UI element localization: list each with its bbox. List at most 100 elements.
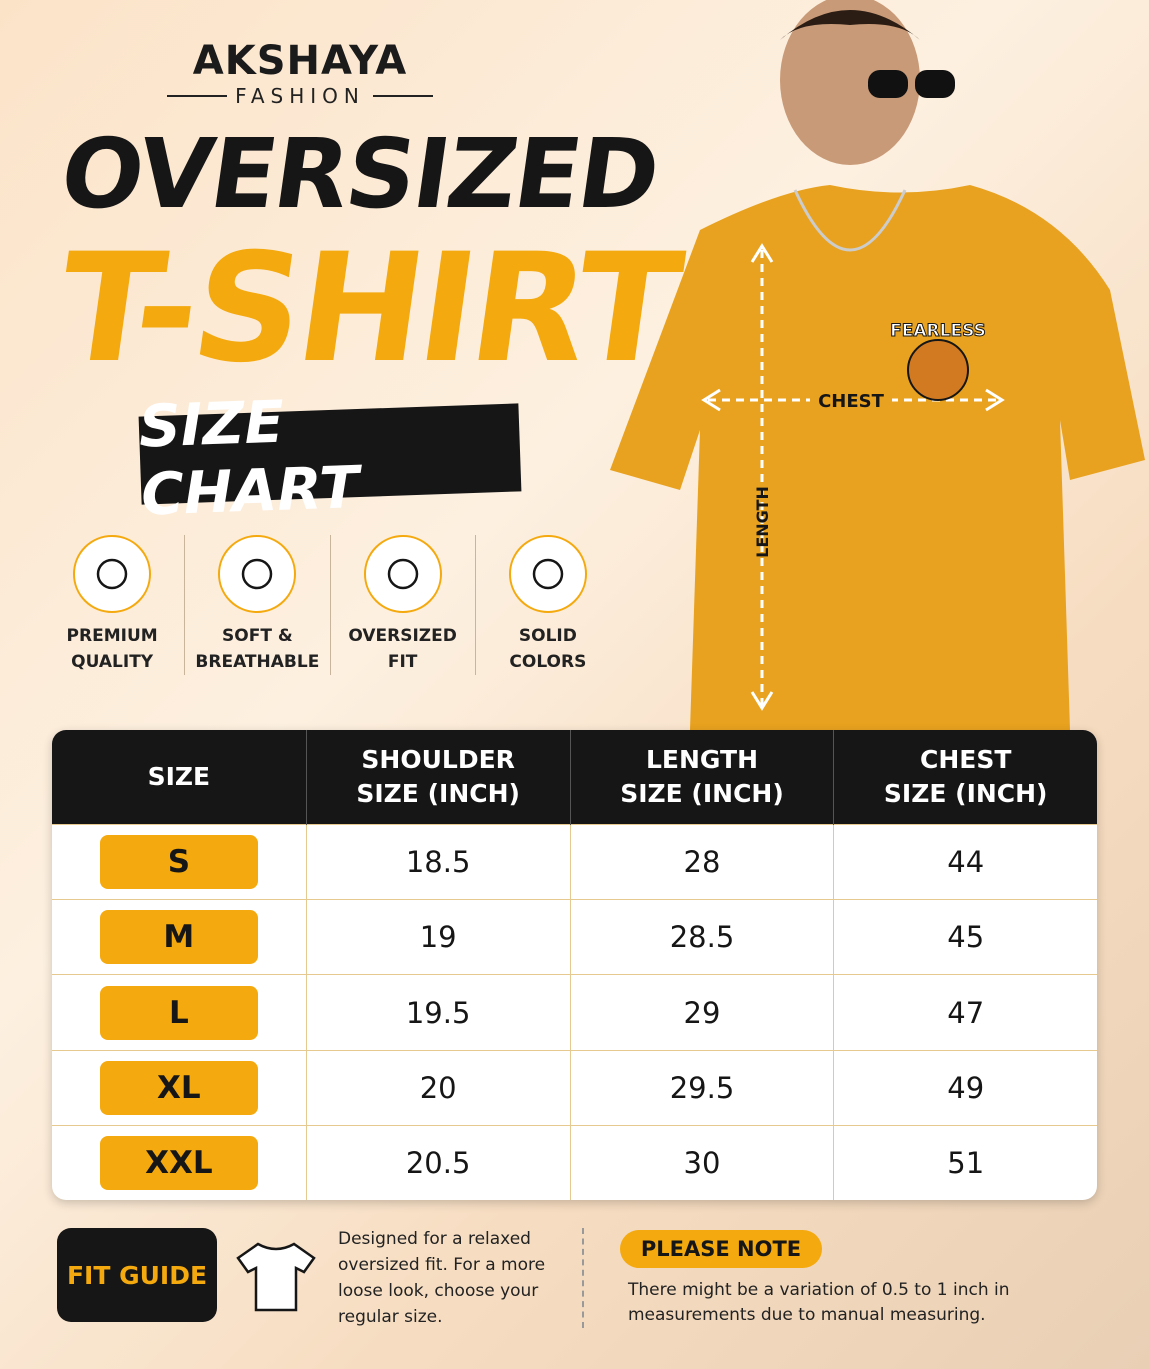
table-cell: M	[52, 899, 307, 975]
table-cell: 49	[833, 1049, 1097, 1126]
print-text: FEARLESS	[890, 321, 986, 341]
glasses	[868, 70, 908, 98]
cell-value: 44	[947, 845, 985, 880]
table-cell: 30	[570, 1124, 835, 1200]
shirt-outline	[236, 1242, 316, 1312]
table-cell: 47	[833, 974, 1097, 1051]
table-cell: 19	[306, 899, 571, 975]
feature: OVERSIZED FIT	[331, 535, 476, 675]
title-line: OVERSIZED	[54, 118, 665, 230]
cell-value: 47	[947, 995, 985, 1030]
table-cell: 29.5	[570, 1049, 835, 1126]
icon-glyph	[387, 558, 418, 590]
icon-shape	[387, 558, 418, 590]
table-cell: 19.5	[306, 974, 571, 1051]
table: SIZE SHOULDER SIZE (INCH) LENGTH SIZE (INCH)…	[52, 730, 1097, 1200]
table-cell: 20	[306, 1049, 571, 1126]
title-banner: SIZE CHART	[138, 388, 522, 529]
tiger-print	[907, 339, 969, 401]
table-cell: 28	[570, 823, 835, 900]
glasses	[915, 70, 955, 98]
feature-icon	[73, 535, 152, 613]
table-cell: XXL	[52, 1124, 307, 1200]
head	[780, 0, 920, 165]
table-cell: L	[52, 974, 307, 1051]
cell-value: 20.5	[405, 1145, 471, 1180]
size-pill: S	[99, 835, 258, 890]
header-text: SIZE	[147, 762, 211, 791]
table-cell: 51	[833, 1124, 1097, 1200]
cell-value: 19	[419, 920, 457, 955]
features: PREMIUM QUALITY SOFT & BREATHABLE OVERSIZED F…	[40, 535, 620, 675]
table-row: XXL 20.5 30 51	[52, 1124, 1097, 1200]
table-cell: 44	[833, 823, 1097, 900]
header-cell: LENGTH SIZE (INCH)	[570, 730, 835, 825]
size-pill: M	[99, 910, 258, 965]
cell-value: 19.5	[405, 995, 471, 1030]
note-text: There might be a variation of 0.5 to 1 i…	[628, 1280, 1010, 1325]
table-row: XL 20 29.5 49	[52, 1049, 1097, 1126]
feature-label: COLORS	[509, 652, 587, 672]
necklace	[793, 189, 907, 252]
icon-glyph	[532, 558, 564, 590]
size-pill: XXL	[99, 1135, 258, 1190]
table-row: S 18.5 28 44	[52, 823, 1097, 900]
chest-label: CHEST	[818, 391, 885, 412]
header-row: SIZE SHOULDER SIZE (INCH) LENGTH SIZE (INCH)…	[52, 730, 1097, 825]
table-cell: 20.5	[306, 1124, 571, 1200]
brand-name: AKSHAYA	[192, 38, 408, 84]
icon-glyph	[242, 558, 273, 590]
cell-value: 28	[683, 845, 721, 880]
icon-shape	[96, 558, 128, 590]
feature-label: PREMIUM	[66, 626, 158, 646]
size-pill: L	[99, 985, 258, 1040]
divider	[582, 1228, 584, 1328]
feature-label: OVERSIZED	[348, 626, 457, 646]
feature-label: SOFT &	[222, 626, 293, 646]
table-cell: 18.5	[306, 823, 571, 900]
feature: SOLID COLORS	[476, 535, 620, 675]
cell-value: 29.5	[669, 1070, 735, 1105]
t-shirt	[610, 185, 1145, 730]
fit-guide-text: Designed for a relaxed oversized fit. Fo…	[338, 1229, 546, 1327]
icon-glyph	[96, 558, 128, 590]
header-text: SHOULDER	[361, 745, 515, 774]
icon-shape	[532, 558, 564, 590]
header-cell: SHOULDER SIZE (INCH)	[306, 730, 571, 825]
cell-value: 20	[419, 1070, 457, 1105]
table-cell: XL	[52, 1049, 307, 1126]
feature-label: SOLID	[518, 626, 577, 646]
cell-value: 30	[683, 1145, 721, 1180]
table-row: M 19 28.5 45	[52, 899, 1097, 975]
feature: PREMIUM QUALITY	[40, 535, 186, 675]
cell-value: 51	[947, 1145, 985, 1180]
table-cell: 45	[833, 899, 1097, 975]
header-text: SIZE (INCH)	[883, 779, 1048, 808]
header-text: LENGTH	[646, 745, 758, 774]
model-illustration: CHEST LENGTH FEARLESS	[610, 0, 1145, 730]
cell-value: 18.5	[405, 845, 471, 880]
feature-label: BREATHABLE	[195, 652, 320, 672]
feature-icon	[363, 535, 442, 613]
header-text: SIZE (INCH)	[620, 779, 784, 808]
brand: AKSHAYA FASHION	[160, 38, 440, 108]
feature-icon	[508, 535, 587, 613]
feature: SOFT & BREATHABLE	[185, 535, 331, 675]
header-cell: CHEST SIZE (INCH)	[833, 730, 1097, 825]
header-cell: SIZE	[52, 730, 307, 825]
arrow-heads	[701, 243, 1005, 711]
brand-tagline: FASHION	[160, 84, 440, 108]
title-line: T-SHIRT	[47, 222, 688, 396]
table-body: S 18.5 28 44 M 19 28.5 45 L 19.5 29 47 XL 20 29.5 49 XXL…	[52, 823, 1097, 1200]
header-text: SIZE (INCH)	[356, 779, 520, 808]
label-bg	[810, 386, 892, 414]
icon-shape	[242, 558, 273, 590]
note-label: PLEASE NOTE	[620, 1230, 822, 1268]
fit-guide-label: FIT GUIDE	[57, 1228, 217, 1322]
feature-label: QUALITY	[71, 652, 154, 672]
cell-value: 49	[947, 1070, 985, 1105]
cell-value: 29	[683, 995, 721, 1030]
length-label: LENGTH	[753, 486, 772, 558]
